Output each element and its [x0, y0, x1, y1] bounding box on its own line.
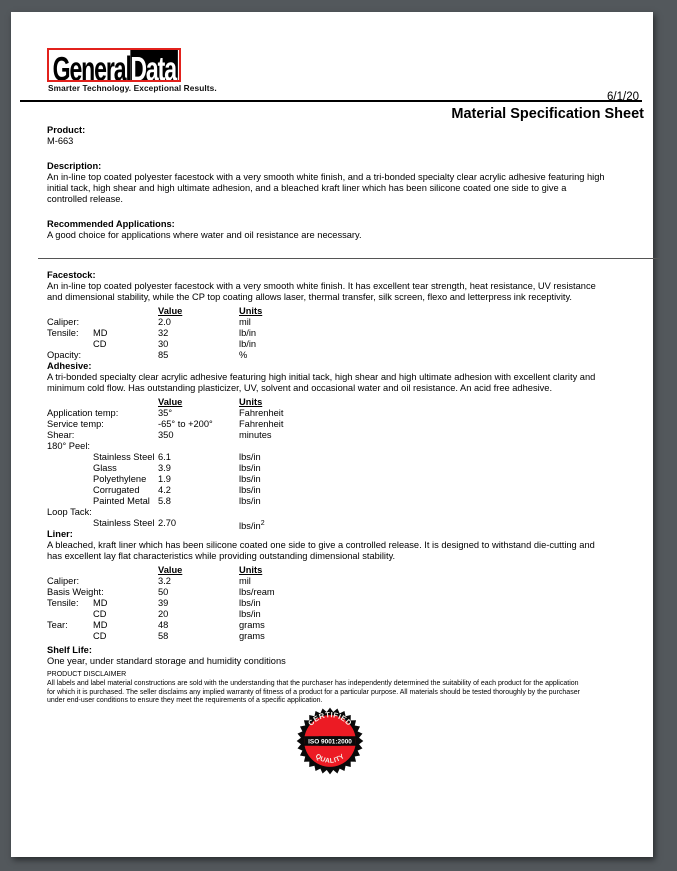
svg-text:ISO 9001:2000: ISO 9001:2000 — [308, 738, 352, 745]
